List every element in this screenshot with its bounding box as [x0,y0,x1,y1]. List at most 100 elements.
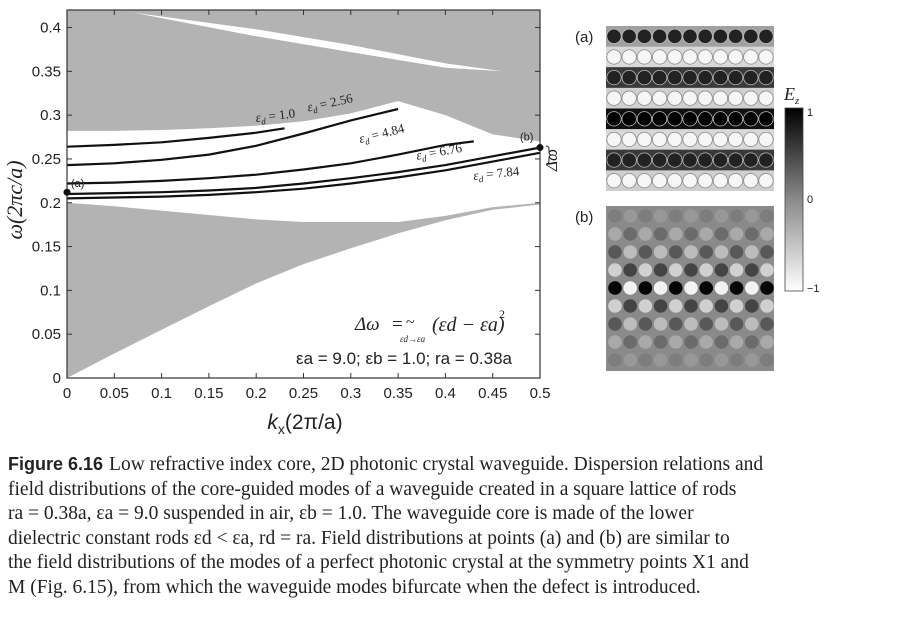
panel-b-rod [714,353,729,367]
panel-b-rod [623,317,637,331]
panel-b-rod [669,299,683,313]
panel-a-rod [621,173,637,189]
panel-a-rod [697,90,713,106]
colorbar-tick-min: −1 [807,283,820,295]
panel-b-rod [745,245,759,259]
panel-a-rod [667,28,683,44]
x-axis-label-k: k [267,411,279,434]
panel-a-rod [621,28,637,44]
panel-b-label: (b) [575,209,593,226]
panel-a-rod [712,173,729,189]
formula-under: εd→εa [400,334,426,344]
panel-a-rod [712,90,729,106]
panel-b-rod [608,317,622,331]
panel-b-rod [669,353,683,367]
curve-label-sub: d [478,174,484,184]
panel-b-rod [653,263,668,277]
panel-b-rod [745,335,759,349]
panel-a-rod [667,111,683,127]
panel-a-rod [727,49,744,65]
panel-b-rod [684,317,698,331]
curve-label-4: εd = 6.76 [415,140,464,165]
y-tick-label: 0 [53,370,61,387]
x-tick-label: 0.3 [340,385,361,402]
panel-b-rod [714,281,729,295]
panel-a-rod [606,90,622,106]
panel-b-rod [638,299,653,313]
panel-b-rod [653,317,668,331]
panel-b-rod [760,209,774,223]
panel-a-rod [621,69,637,86]
panel-a-rod [606,152,622,168]
caption-figure-label: Figure 6.16 [8,454,104,474]
panel-a-rod [758,152,774,168]
panel-b-rod [608,335,622,349]
panel-a-rod [651,28,668,44]
panel-b-rod [608,227,622,241]
panel-a-rod [636,152,653,168]
panel-b-rod [714,263,729,277]
x-axis-label-rest: (2π/a) [285,411,343,434]
caption-text-1: Low refractive index core, 2D photonic c… [109,454,764,475]
point-marker-b [536,144,544,152]
panel-b-rod [638,263,653,277]
panel-a-rod [651,49,668,65]
x-axis-label-sub: x [278,421,285,437]
curve-label-symbol: ε [255,110,263,126]
mode-curve-4 [67,146,540,196]
panel-b-rod [653,299,668,313]
panel-b-rod [699,299,713,313]
panel-b-rod [623,299,637,313]
panel-a-rod [758,69,774,86]
panel-a-rod [712,111,729,127]
x-tick-label: 0.15 [194,385,223,402]
panel-b-rod [608,353,622,367]
point-marker-label-a: (a) [71,178,84,190]
panel-a-rod [682,69,698,86]
curve-label-5: εd = 7.84 [473,163,521,185]
panel-a-rod [651,173,668,189]
panel-a-rod [697,131,713,148]
panel-a-rod [697,69,713,86]
formula-annotation: Δω = ~ εd→εa (εd − εa) 2 [354,307,505,344]
curve-label-sub: d [364,136,371,147]
panel-a-rod [712,152,729,168]
parameters-annotation: εa = 9.0; εb = 1.0; ra = 0.38a [296,349,513,368]
panel-b-rod [729,281,744,295]
panel-b-rod [714,299,729,313]
panel-a-rod [682,152,698,168]
panel-a-rod [727,69,744,86]
panel-b-rod [608,245,622,259]
panel-b-rod [653,245,668,259]
y-tick-label: 0.2 [40,195,61,212]
panel-a-rod [727,111,744,127]
x-tick-label: 0.05 [100,385,129,402]
panel-b-rod [729,245,744,259]
panel-a-rod [667,152,683,168]
caption-line-6: M (Fig. 6.15), from which the waveguide … [8,576,701,598]
panel-a-rod [651,152,668,168]
panel-b-rod [608,263,622,277]
panel-a-rod [621,131,637,148]
panel-b-rod [729,353,744,367]
panel-b-rod [760,227,774,241]
panel-b-rod [684,281,698,295]
panel-b-rod [745,317,759,331]
panel-a-rod [636,111,653,127]
panel-b-rod [623,335,637,349]
upper-band-gap [133,12,503,72]
panel-b-rod [638,245,653,259]
panel-a-rod [636,69,653,86]
panel-a-rod [758,173,774,189]
panel-a-rod [621,90,637,106]
panel-a-rod [636,49,653,65]
panel-b-rod [623,353,637,367]
panel-b-rod [684,209,698,223]
x-axis-label: kx(2π/a) [267,411,342,437]
panel-a-rod [697,111,713,127]
panel-b-rod [608,299,622,313]
panel-a-rod [606,111,622,127]
curve-label-value: = 7.84 [482,163,520,182]
panel-a-rod [682,28,698,44]
panel-b-rod [653,335,668,349]
